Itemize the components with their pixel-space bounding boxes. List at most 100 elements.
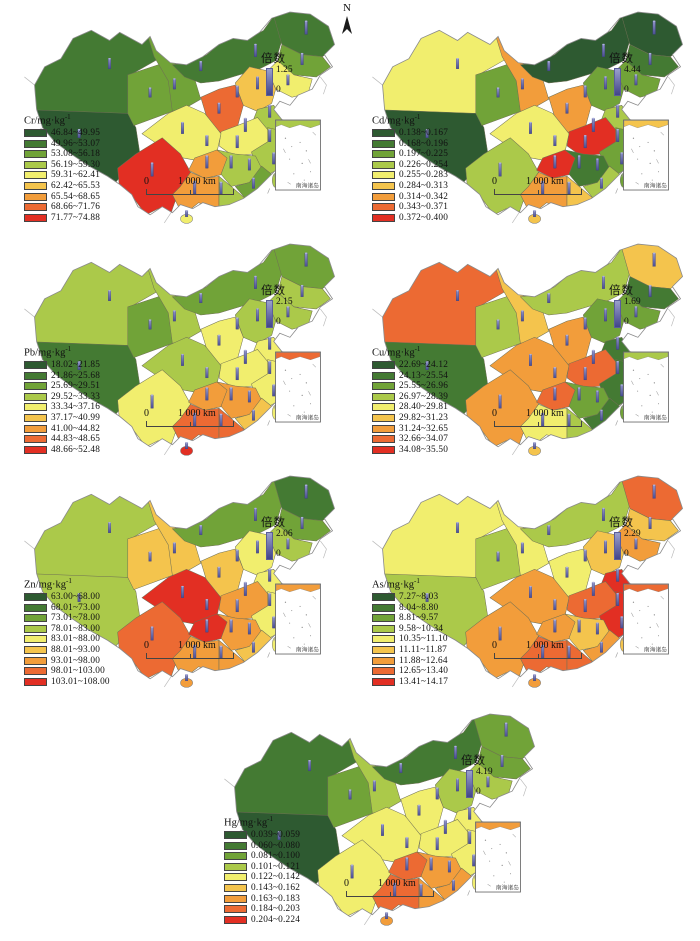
china-choropleth-map — [372, 11, 684, 224]
legend-class-range: 98.01~103.00 — [51, 666, 105, 677]
south-china-sea-inset: 南海诸岛 — [275, 583, 321, 655]
legend-classes: 0.138~0.167 0.168~0.196 0.197~0.225 0.226~0… — [372, 128, 448, 223]
inset-label: 南海诸岛 — [496, 883, 519, 891]
legend-class-range: 0.060~0.080 — [251, 840, 301, 851]
inset-island-dots — [284, 601, 312, 645]
multiplier-max-value: 2.29 — [624, 529, 641, 539]
scale-zero-label: 0 — [492, 176, 497, 187]
china-choropleth-map — [24, 11, 336, 224]
inset-island-dots — [632, 601, 660, 645]
legend-swatch — [24, 128, 47, 137]
element-unit-exponent: -1 — [414, 113, 421, 122]
legend-class-range: 0.314~0.342 — [399, 191, 449, 202]
legend-class-range: 0.143~0.162 — [251, 882, 301, 893]
legend-swatch — [24, 424, 47, 433]
inset-label: 南海诸岛 — [644, 413, 667, 421]
multiplier-min-value: 0 — [624, 549, 629, 559]
element-legend-title: Zn/mg·kg-1 — [24, 577, 110, 591]
legend-class-row: 71.77~74.88 — [24, 212, 100, 223]
legend-swatch — [372, 635, 395, 644]
legend-class-range: 37.17~40.99 — [51, 412, 101, 423]
element-legend: Cu/mg·kg-1 22.69~24.12 24.13~25.54 25.55~2… — [372, 345, 448, 455]
inset-label: 南海诸岛 — [296, 181, 319, 189]
multiplier-values: 4.19 0 — [476, 767, 493, 797]
legend-swatch — [24, 160, 47, 169]
multiplier-max-value: 4.44 — [624, 65, 641, 75]
legend-class-range: 29.52~33.33 — [51, 391, 101, 402]
legend-class-row: 0.168~0.196 — [372, 138, 448, 149]
legend-swatch — [24, 656, 47, 665]
legend-swatch — [372, 603, 395, 612]
legend-class-range: 32.66~34.07 — [399, 434, 449, 445]
legend-swatch — [24, 403, 47, 412]
element-unit: Cr/mg·kg — [24, 115, 65, 127]
scale-zero-label: 0 — [144, 176, 149, 187]
legend-classes: 46.84~49.95 49.96~53.07 53.08~56.18 56.19~5… — [24, 128, 100, 223]
legend-class-row: 8.81~9.57 — [372, 613, 448, 624]
legend-class-row: 41.00~44.82 — [24, 423, 100, 434]
legend-swatch — [24, 435, 47, 444]
legend-class-row: 31.24~32.65 — [372, 423, 448, 434]
china-choropleth-map — [24, 475, 336, 688]
china-choropleth-map — [224, 713, 536, 926]
legend-class-range: 53.08~56.18 — [51, 149, 101, 160]
south-china-sea-inset: 南海诸岛 — [623, 351, 669, 423]
element-unit: Zn/mg·kg — [24, 579, 66, 591]
legend-class-range: 48.66~52.48 — [51, 444, 101, 455]
legend-swatch — [24, 203, 47, 212]
element-legend: As/mg·kg-1 7.27~8.03 8.04~8.80 8.81~9.57 9.… — [372, 577, 448, 687]
inset-island-dashes — [483, 833, 516, 887]
scale-labels: 0 1 000 km — [144, 640, 242, 652]
multiplier-legend: 倍数 4.44 0 — [609, 50, 641, 96]
legend-class-row: 73.01~78.00 — [24, 613, 110, 624]
legend-swatch — [372, 435, 395, 444]
legend-class-row: 28.40~29.81 — [372, 402, 448, 413]
map-panel-hg: 倍数 4.19 0 Hg/mg·kg-1 0.039~0.059 0.060~0.… — [214, 708, 549, 933]
legend-class-row: 22.69~24.12 — [372, 360, 448, 371]
legend-swatch — [372, 382, 395, 391]
legend-swatch — [24, 392, 47, 401]
legend-swatch — [372, 624, 395, 633]
legend-class-row: 88.01~93.00 — [24, 645, 110, 656]
inset-label: 南海诸岛 — [296, 413, 319, 421]
element-legend-title: Cu/mg·kg-1 — [372, 345, 448, 359]
legend-class-range: 78.01~83.00 — [51, 623, 101, 634]
legend-swatch — [372, 445, 395, 454]
multiplier-values: 2.29 0 — [624, 529, 641, 559]
multiplier-gradient-bar — [614, 532, 621, 560]
element-unit: As/mg·kg — [372, 579, 414, 591]
legend-class-row: 0.163~0.183 — [224, 893, 300, 904]
legend-class-range: 11.11~11.87 — [399, 644, 448, 655]
multiplier-label: 倍数 — [261, 53, 286, 65]
legend-class-range: 12.65~13.40 — [399, 666, 449, 677]
element-legend-title: Cr/mg·kg-1 — [24, 113, 100, 127]
legend-class-range: 28.40~29.81 — [399, 402, 449, 413]
map-panel-cu: 倍数 1.69 0 Cu/mg·kg-1 22.69~24.12 24.13~25… — [362, 238, 697, 463]
legend-class-range: 103.01~108.00 — [51, 676, 110, 687]
inset-label: 南海诸岛 — [644, 181, 667, 189]
legend-class-range: 0.101~0.121 — [251, 861, 301, 872]
element-unit-exponent: -1 — [65, 345, 72, 354]
legend-swatch — [24, 171, 47, 180]
legend-class-row: 0.314~0.342 — [372, 191, 448, 202]
legend-class-range: 10.35~11.10 — [399, 634, 448, 645]
multiplier-max-value: 4.19 — [476, 767, 493, 777]
legend-swatch — [24, 677, 47, 686]
element-legend-title: Pb/mg·kg-1 — [24, 345, 100, 359]
legend-class-range: 34.08~35.50 — [399, 444, 449, 455]
multiplier-body: 2.29 0 — [614, 529, 641, 560]
element-legend-title: Cd/mg·kg-1 — [372, 113, 448, 127]
inset-island-dots — [632, 137, 660, 181]
legend-class-range: 44.83~48.65 — [51, 434, 101, 445]
legend-class-range: 21.86~25.68 — [51, 370, 101, 381]
map-panel-cd: 倍数 4.44 0 Cd/mg·kg-1 0.138~0.167 0.168~0.… — [362, 6, 697, 231]
element-legend: Zn/mg·kg-1 63.00~68.00 68.01~73.00 73.01~7… — [24, 577, 110, 687]
scale-line — [494, 653, 582, 659]
element-legend-title: As/mg·kg-1 — [372, 577, 448, 591]
multiplier-values: 2.06 0 — [276, 529, 293, 559]
legend-classes: 7.27~8.03 8.04~8.80 8.81~9.57 9.58~10.34 10.… — [372, 592, 448, 687]
legend-class-row: 0.060~0.080 — [224, 840, 300, 851]
legend-class-row: 0.343~0.371 — [372, 202, 448, 213]
element-legend: Pb/mg·kg-1 18.02~21.85 21.86~25.68 25.69~2… — [24, 345, 100, 455]
legend-class-range: 24.13~25.54 — [399, 370, 449, 381]
